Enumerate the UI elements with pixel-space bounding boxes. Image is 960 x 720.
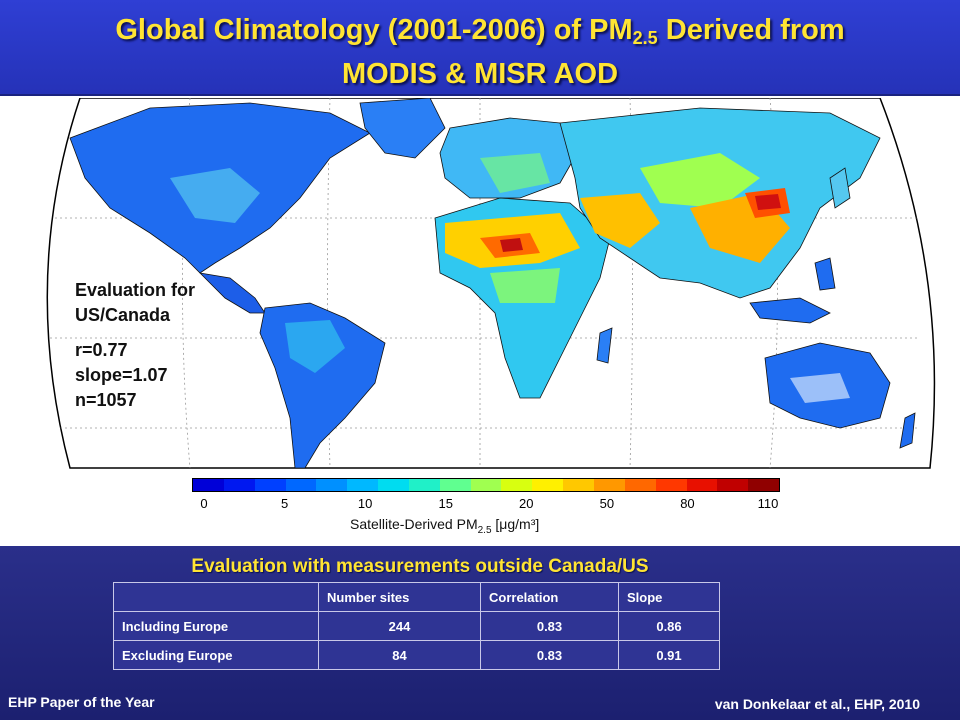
colorbar-segment bbox=[193, 479, 224, 491]
philippines-landmass bbox=[814, 257, 836, 291]
colorbar-label-sub: 2.5 bbox=[477, 524, 492, 536]
colorbar-segment bbox=[686, 479, 718, 491]
colorbar-tick-label: 10 bbox=[357, 496, 373, 511]
madagascar-landmass bbox=[596, 327, 613, 364]
colorbar-tick-label: 20 bbox=[519, 496, 534, 511]
table-header-correlation: Correlation bbox=[480, 582, 619, 612]
eval-heading-line2: US/Canada bbox=[75, 305, 171, 325]
sahel-max-region bbox=[500, 238, 523, 252]
colorbar-label-units: [μg/m³] bbox=[491, 516, 540, 532]
title-line1-prefix: Global Climatology (2001-2006) of PM bbox=[115, 14, 633, 46]
colorbar-tick-label: 5 bbox=[280, 496, 289, 511]
row-sites: 244 bbox=[318, 611, 481, 641]
row-label: Including Europe bbox=[113, 611, 319, 641]
row-correlation: 0.83 bbox=[480, 640, 619, 670]
central-asia-region bbox=[640, 153, 760, 208]
colorbar-segment bbox=[624, 479, 656, 491]
colorbar-tick-label: 50 bbox=[599, 496, 615, 511]
colorbar-segment bbox=[223, 479, 255, 491]
title-line2: MODIS & MISR AOD bbox=[341, 58, 619, 90]
evaluation-table: Number sites Correlation Slope Including… bbox=[113, 582, 720, 670]
australia-sparse-region bbox=[790, 373, 850, 403]
colorbar-segment bbox=[408, 479, 440, 491]
colorbar-segment bbox=[563, 479, 594, 491]
colorbar-segment bbox=[254, 479, 286, 491]
pm25-world-map: Evaluation for US/Canada r=0.77 slope=1.… bbox=[0, 98, 960, 546]
colorbar-tick-label: 80 bbox=[680, 496, 695, 511]
table-header-slope: Slope bbox=[618, 582, 720, 612]
colorbar-segment bbox=[717, 479, 749, 491]
colorbar-segment bbox=[593, 479, 625, 491]
pm25-colorbar bbox=[192, 478, 780, 492]
na-moderate-region bbox=[170, 168, 260, 223]
colorbar-segment bbox=[470, 479, 502, 491]
eval-slope-value: slope=1.07 bbox=[75, 365, 168, 385]
china-max-region bbox=[755, 194, 781, 210]
colorbar-label-prefix: Satellite-Derived PM bbox=[350, 516, 478, 532]
indonesia-landmass bbox=[749, 297, 831, 324]
eval-r-value: r=0.77 bbox=[75, 340, 128, 360]
evaluation-title: Evaluation with measurements outside Can… bbox=[191, 556, 649, 577]
row-correlation: 0.83 bbox=[480, 611, 619, 641]
colorbar-tick-label: 15 bbox=[438, 496, 453, 511]
central-africa-region bbox=[490, 268, 560, 303]
slide-title: Global Climatology (2001-2006) of PM2.5 … bbox=[0, 12, 960, 92]
colorbar-segment bbox=[655, 479, 687, 491]
colorbar-segment bbox=[748, 479, 780, 491]
japan-landmass bbox=[829, 167, 851, 209]
colorbar-segment bbox=[347, 479, 379, 491]
greenland-landmass bbox=[359, 98, 446, 159]
footer-award: EHP Paper of the Year bbox=[8, 694, 155, 710]
colorbar-tick-label: 110 bbox=[757, 496, 779, 511]
colorbar-segment bbox=[439, 479, 471, 491]
table-row: Excluding Europe 84 0.83 0.91 bbox=[113, 640, 720, 670]
colorbar-segment bbox=[316, 479, 348, 491]
colorbar-label: Satellite-Derived PM2.5 [μg/m³] bbox=[350, 516, 539, 536]
row-slope: 0.91 bbox=[618, 640, 720, 670]
title-line1-suffix: Derived from bbox=[657, 14, 845, 46]
footer-citation: van Donkelaar et al., EHP, 2010 bbox=[714, 696, 920, 712]
title-subscript: 2.5 bbox=[632, 28, 658, 48]
colorbar-segment bbox=[501, 479, 533, 491]
table-header-sites: Number sites bbox=[318, 582, 481, 612]
middle-east-high-region bbox=[580, 193, 660, 248]
world-map-graphic bbox=[46, 98, 936, 469]
table-header-row: Number sites Correlation Slope bbox=[113, 582, 720, 612]
eval-n-value: n=1057 bbox=[75, 390, 137, 410]
us-canada-evaluation: Evaluation for US/Canada r=0.77 slope=1.… bbox=[75, 278, 245, 413]
colorbar-tick-label: 0 bbox=[200, 496, 208, 511]
eval-heading-line1: Evaluation for bbox=[75, 280, 196, 300]
colorbar-segment bbox=[285, 479, 317, 491]
europe-moderate-region bbox=[480, 153, 550, 193]
colorbar-segment bbox=[532, 479, 564, 491]
row-slope: 0.86 bbox=[618, 611, 720, 641]
colorbar-segment bbox=[378, 479, 409, 491]
table-header-blank bbox=[113, 582, 319, 612]
new-zealand-landmass bbox=[899, 412, 916, 449]
row-sites: 84 bbox=[318, 640, 481, 670]
sa-moderate-region bbox=[285, 320, 345, 373]
title-banner: Global Climatology (2001-2006) of PM2.5 … bbox=[0, 0, 960, 96]
table-row: Including Europe 244 0.83 0.86 bbox=[113, 611, 720, 641]
row-label: Excluding Europe bbox=[113, 640, 319, 670]
bottom-panel: Evaluation with measurements outside Can… bbox=[0, 546, 960, 720]
